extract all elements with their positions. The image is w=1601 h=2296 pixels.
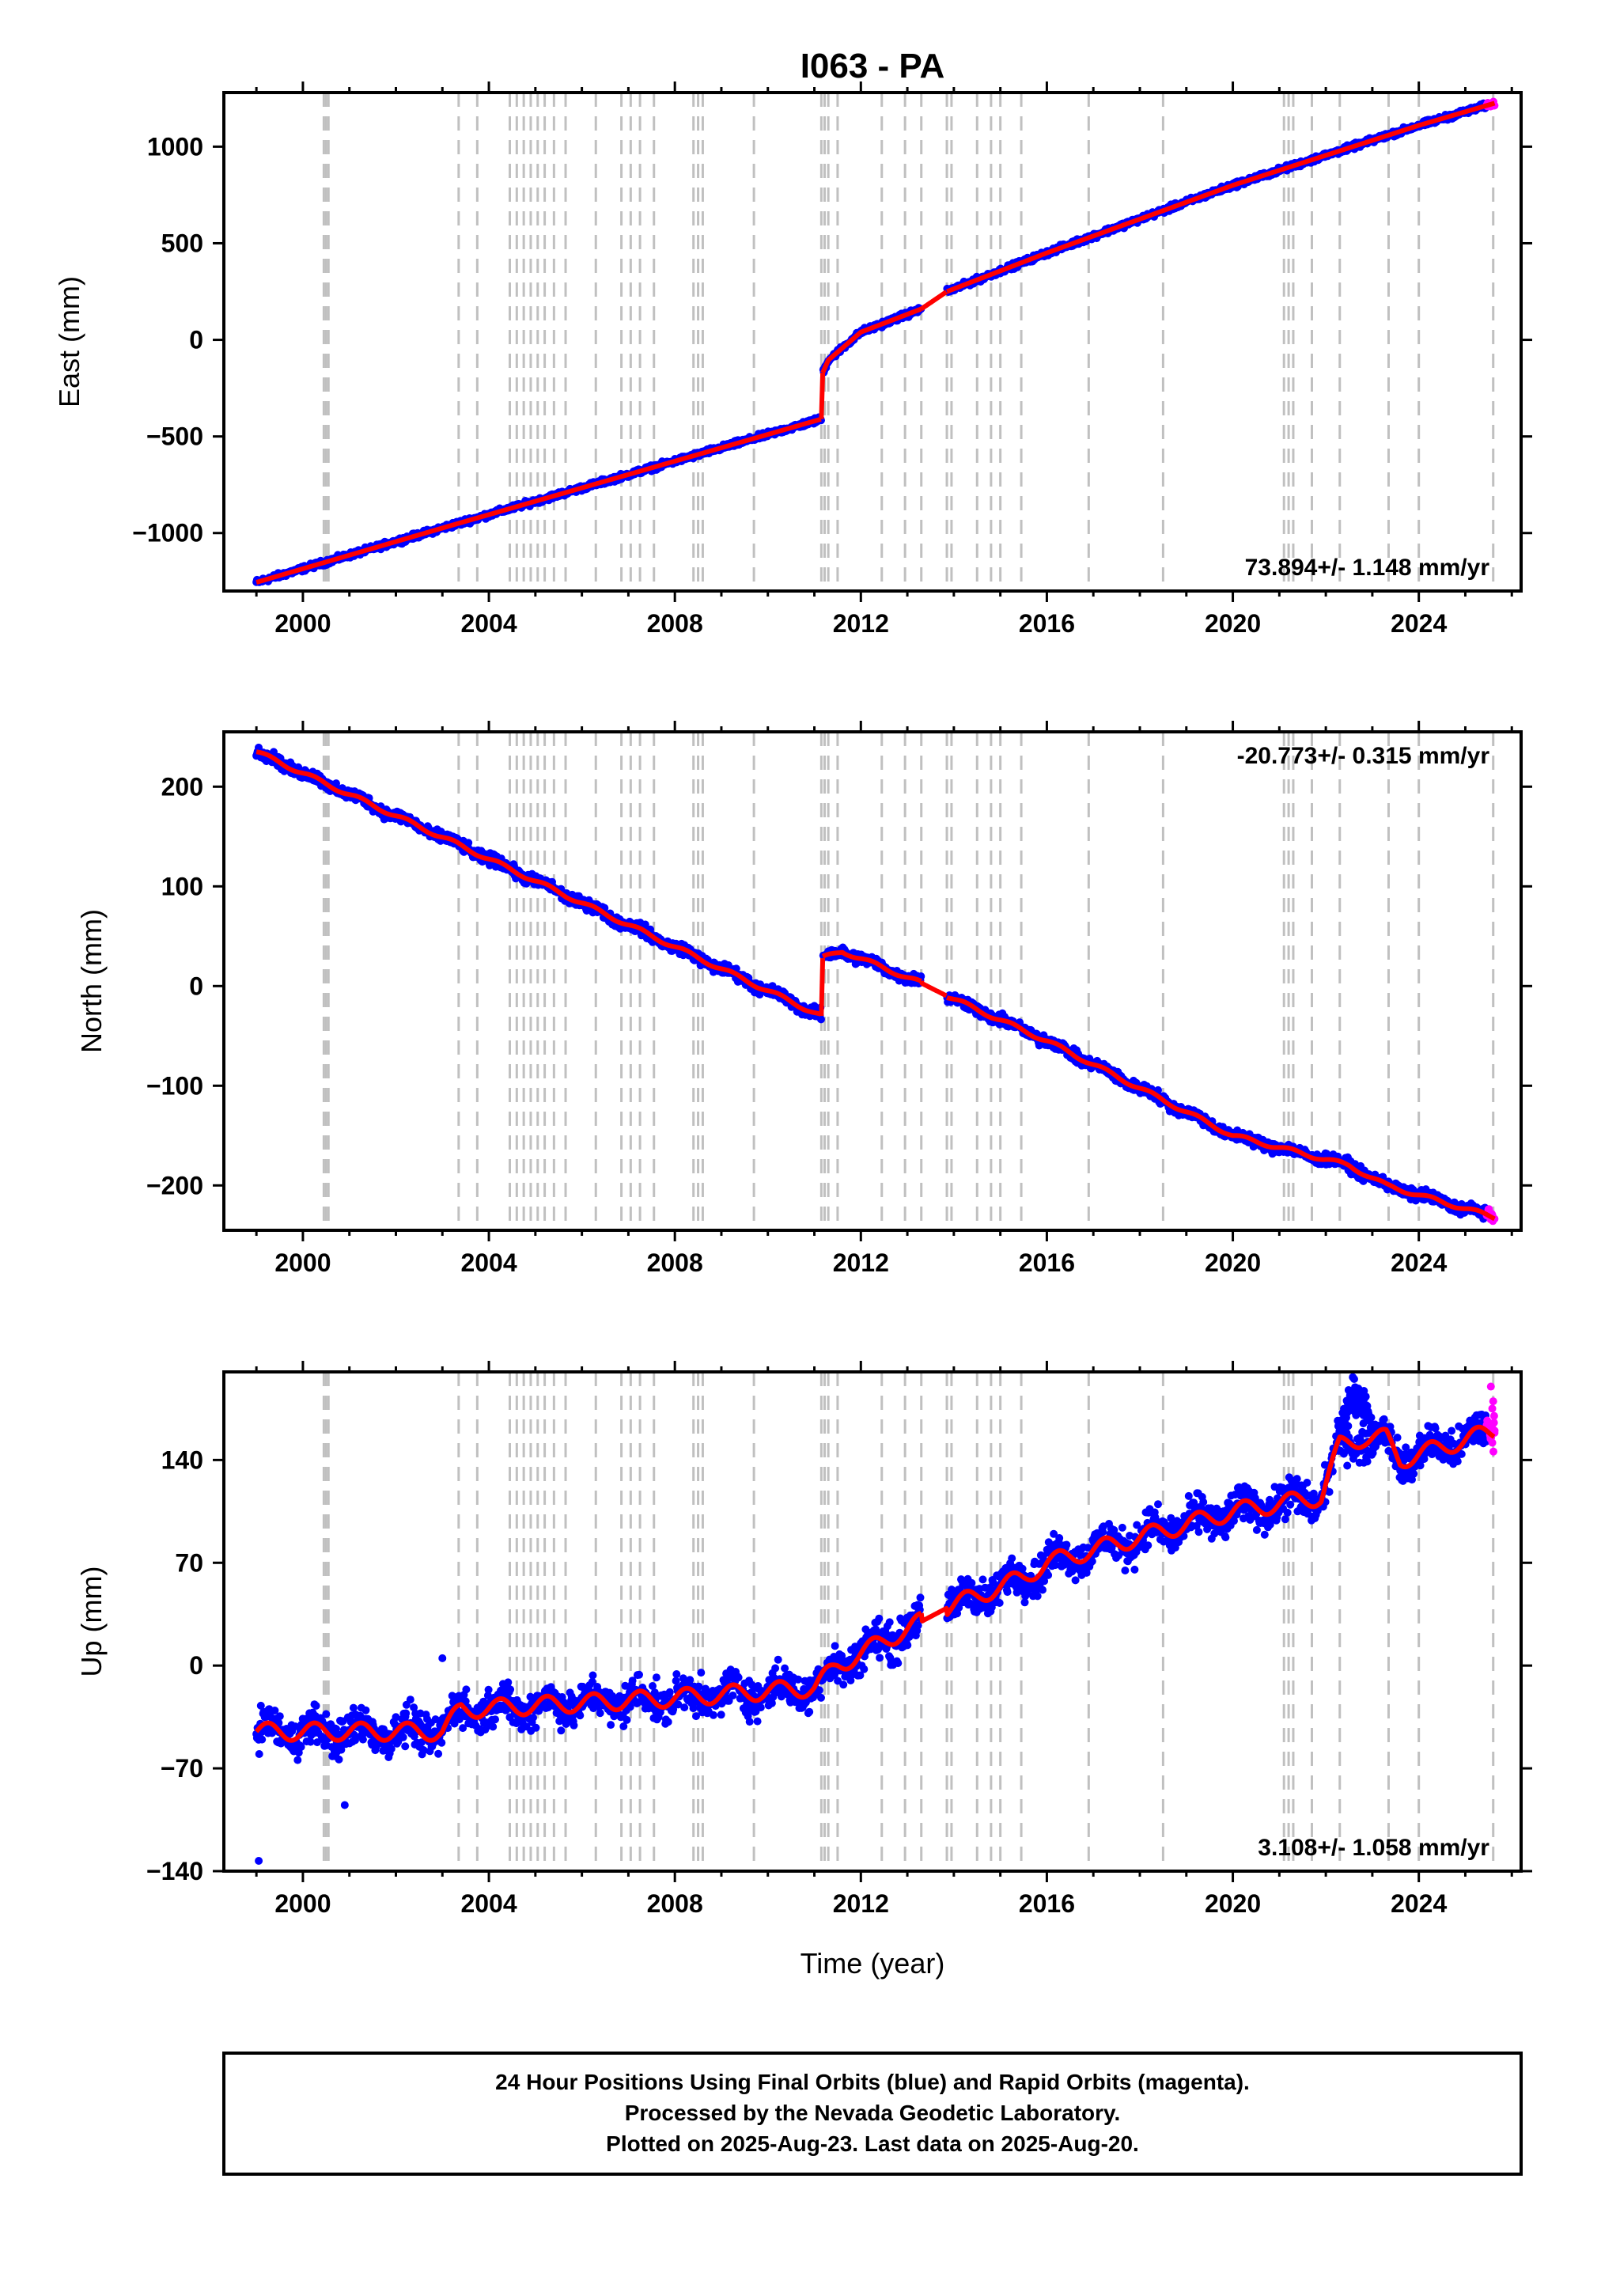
x-tick-label: 2020 — [1205, 1248, 1261, 1277]
x-tick-label: 2024 — [1391, 609, 1447, 638]
y-tick-label: 0 — [189, 326, 203, 354]
y-tick-label: 0 — [189, 972, 203, 1000]
data-point — [402, 1709, 411, 1718]
data-point — [275, 1712, 284, 1721]
data-point — [434, 1749, 443, 1758]
data-point — [399, 1733, 407, 1741]
model-line — [820, 306, 923, 374]
y-tick-label: −500 — [146, 422, 203, 451]
plot-area — [252, 93, 1499, 591]
data-point — [464, 839, 473, 847]
x-tick-label: 2016 — [1019, 609, 1075, 638]
x-tick-label: 2000 — [274, 1248, 331, 1277]
x-tick-label: 2000 — [274, 609, 331, 638]
data-point — [437, 1738, 446, 1747]
data-point — [293, 1756, 302, 1764]
plot-area — [252, 1372, 1499, 1871]
data-point — [817, 1015, 825, 1024]
y-tick-label: 1000 — [147, 132, 203, 161]
model-line — [945, 100, 1497, 294]
data-point — [312, 1702, 320, 1710]
rate-text: -20.773+/- 0.315 mm/yr — [1237, 743, 1490, 769]
data-point — [335, 1755, 343, 1764]
y-tick-label: 500 — [161, 229, 203, 257]
y-axis-label: East (mm) — [53, 276, 85, 407]
x-tick-label: 2012 — [833, 1248, 889, 1277]
y-tick-label: 200 — [161, 772, 203, 801]
data-point — [255, 1750, 263, 1758]
x-tick-label: 2008 — [647, 609, 703, 638]
offset-line — [819, 372, 826, 419]
y-tick-label: 100 — [161, 872, 203, 900]
data-point — [258, 1735, 267, 1744]
data-point — [406, 1695, 414, 1704]
x-tick-label: 2024 — [1391, 1248, 1447, 1277]
x-tick-label: 2016 — [1019, 1248, 1075, 1277]
y-tick-label: −1000 — [132, 519, 203, 547]
east-panel: 2000 2004 2008 2012 2016 2020 2024 −1000 −500 0 50… — [53, 81, 1532, 638]
model-line — [919, 290, 948, 311]
x-tick-label: 2004 — [460, 1248, 517, 1277]
x-tick-label: 2004 — [460, 609, 517, 638]
up-panel: 2000 2004 2008 2012 2016 2020 2024−140−7007014… — [75, 1361, 1532, 1918]
model-line — [918, 979, 948, 998]
y-tick-label: −100 — [146, 1071, 203, 1100]
plot-frame — [222, 91, 1523, 593]
y-tick-label: −200 — [146, 1171, 203, 1199]
plot-area — [252, 732, 1499, 1230]
x-tick-label: 2012 — [833, 609, 889, 638]
rate-text: 73.894+/- 1.148 mm/yr — [1245, 555, 1490, 581]
data-point — [322, 1710, 331, 1718]
chart-title: I063 - PA — [800, 47, 945, 85]
y-axis-label: North (mm) — [75, 909, 108, 1053]
x-tick-label: 2008 — [647, 1248, 703, 1277]
offset-line — [819, 957, 826, 1017]
north-panel: 2000 2004 2008 2012 2016 2020 2024 −200 −100 0 100… — [75, 721, 1532, 1277]
model-line — [255, 416, 823, 585]
data-point — [361, 1706, 370, 1714]
x-tick-label: 2020 — [1205, 609, 1261, 638]
